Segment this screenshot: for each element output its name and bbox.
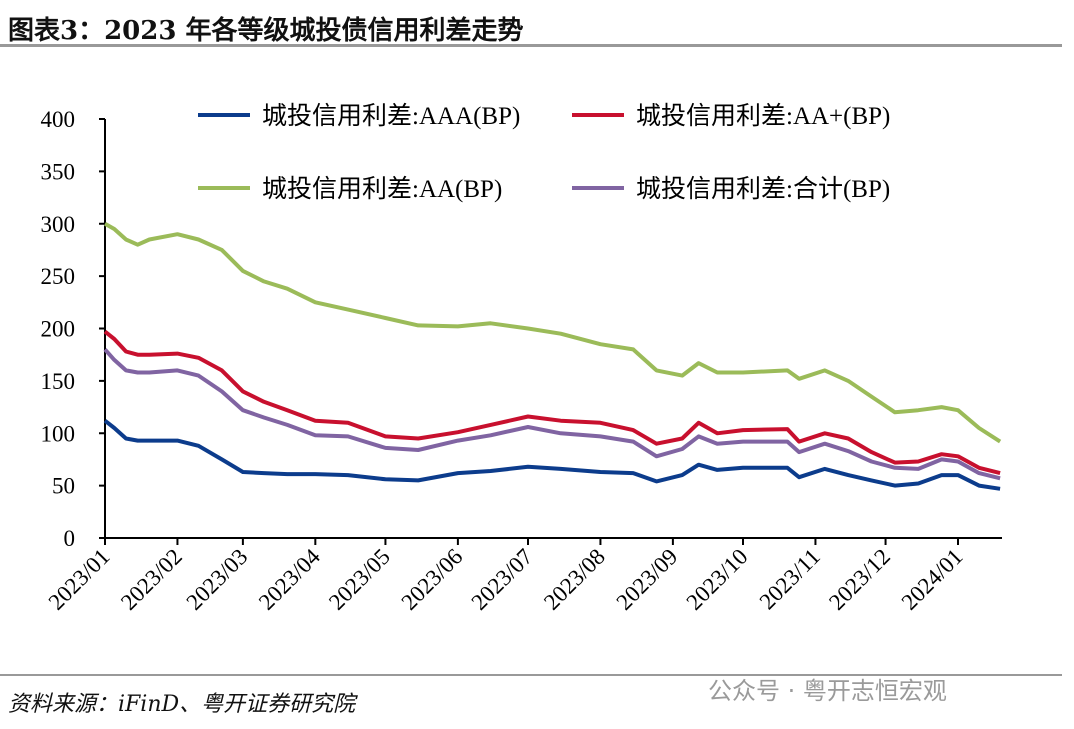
- x-tick-label: 2023/05: [324, 544, 395, 615]
- x-tick-label: 2023/07: [467, 544, 538, 615]
- source-note: 资料来源：iFinD、粤开证券研究院: [8, 692, 356, 717]
- figure-title: 图表3：2023 年各等级城投债信用利差走势: [8, 16, 524, 46]
- watermark: 公众号 · 粤开志恒宏观: [708, 677, 947, 705]
- y-tick-label: 250: [41, 264, 76, 289]
- series-line-0: [103, 419, 1001, 491]
- x-tick-label: 2023/12: [824, 544, 895, 615]
- x-tick-label: 2023/03: [181, 544, 252, 615]
- legend-label: 城投信用利差:AAA(BP): [262, 102, 520, 130]
- x-tick-label: 2024/01: [897, 544, 968, 615]
- x-tick-label: 2023/11: [755, 544, 825, 614]
- series-line-3: [103, 348, 1001, 481]
- x-tick-label: 2023/10: [682, 544, 753, 615]
- y-tick-label: 150: [41, 369, 76, 394]
- y-tick-label: 0: [64, 526, 76, 551]
- x-tick-label: 2023/06: [396, 544, 467, 615]
- legend-label: 城投信用利差:AA+(BP): [636, 102, 890, 130]
- y-tick-label: 300: [41, 212, 76, 237]
- y-tick-label: 400: [41, 107, 76, 132]
- legend-label: 城投信用利差:合计(BP): [636, 175, 890, 203]
- title-divider: [0, 44, 1062, 47]
- x-tick-label: 2023/08: [539, 544, 610, 615]
- y-tick-label: 350: [41, 159, 76, 184]
- y-tick-label: 200: [41, 317, 76, 342]
- legend-label: 城投信用利差:AA(BP): [262, 175, 502, 203]
- y-tick-label: 50: [52, 474, 75, 499]
- series-line-2: [104, 222, 1002, 444]
- footer-divider: [0, 674, 1062, 676]
- x-tick-label: 2023/01: [44, 544, 115, 615]
- x-tick-label: 2023/09: [611, 544, 682, 615]
- x-tick-label: 2023/04: [254, 544, 325, 615]
- y-tick-label: 100: [41, 421, 76, 446]
- series-line-1: [103, 330, 1001, 476]
- x-tick-label: 2023/02: [116, 544, 187, 615]
